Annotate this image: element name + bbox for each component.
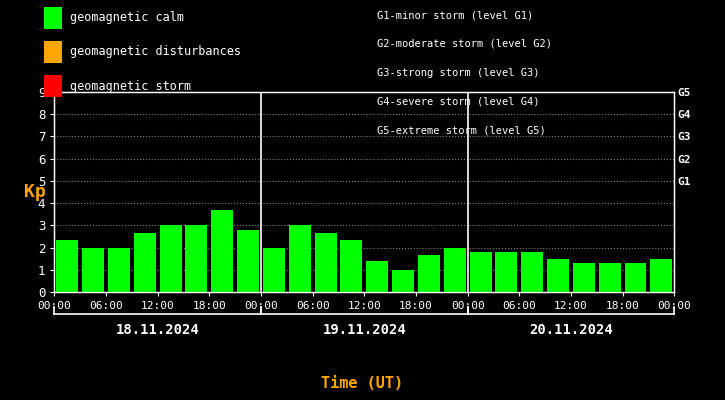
Bar	[495, 252, 518, 292]
Bar	[160, 225, 181, 292]
Text: geomagnetic storm: geomagnetic storm	[70, 80, 191, 92]
Text: G1-minor storm (level G1): G1-minor storm (level G1)	[377, 10, 534, 20]
Bar	[237, 230, 259, 292]
Text: Time (UT): Time (UT)	[321, 376, 404, 392]
Bar	[650, 259, 672, 292]
Text: geomagnetic disturbances: geomagnetic disturbances	[70, 46, 241, 58]
Bar	[211, 210, 233, 292]
Text: 20.11.2024: 20.11.2024	[529, 323, 613, 337]
Text: geomagnetic calm: geomagnetic calm	[70, 12, 184, 24]
Bar	[547, 259, 569, 292]
Text: G4-severe storm (level G4): G4-severe storm (level G4)	[377, 96, 539, 106]
Bar	[521, 252, 543, 292]
Bar	[263, 248, 285, 292]
Bar	[392, 270, 414, 292]
Text: 18.11.2024: 18.11.2024	[116, 323, 199, 337]
Bar	[470, 252, 492, 292]
Text: 19.11.2024: 19.11.2024	[323, 323, 406, 337]
Bar	[624, 263, 647, 292]
Text: G2-moderate storm (level G2): G2-moderate storm (level G2)	[377, 39, 552, 49]
Y-axis label: Kp: Kp	[24, 183, 46, 201]
Bar	[418, 255, 440, 292]
Bar	[366, 261, 388, 292]
Bar	[108, 248, 130, 292]
Bar	[599, 263, 621, 292]
Bar	[444, 248, 465, 292]
Bar	[573, 263, 594, 292]
Bar	[57, 240, 78, 292]
Bar	[341, 240, 362, 292]
Bar	[289, 225, 311, 292]
Bar	[315, 233, 336, 292]
Bar	[186, 225, 207, 292]
Bar	[82, 248, 104, 292]
Text: G3-strong storm (level G3): G3-strong storm (level G3)	[377, 68, 539, 78]
Bar	[134, 233, 156, 292]
Text: G5-extreme storm (level G5): G5-extreme storm (level G5)	[377, 125, 546, 135]
